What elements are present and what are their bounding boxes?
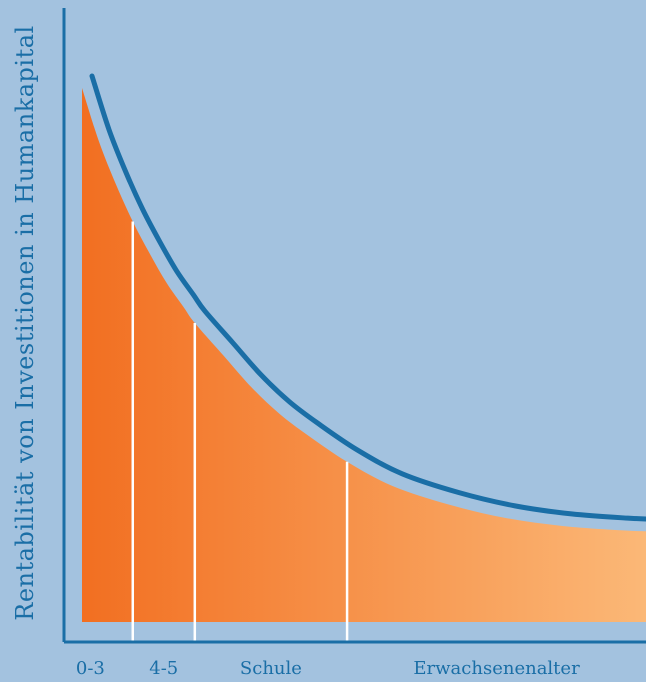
x-tick-label-3: Schule [240, 658, 302, 679]
plot-layer: 0-3 4-5 Schule Erwachsenenalter [62, 8, 646, 679]
x-tick-label-1: 0-3 [76, 658, 105, 679]
return-curve [89, 73, 646, 522]
x-tick-label-4: Erwachsenenalter [413, 658, 580, 679]
area-fill [82, 88, 646, 622]
x-tick-label-2: 4-5 [149, 658, 178, 679]
